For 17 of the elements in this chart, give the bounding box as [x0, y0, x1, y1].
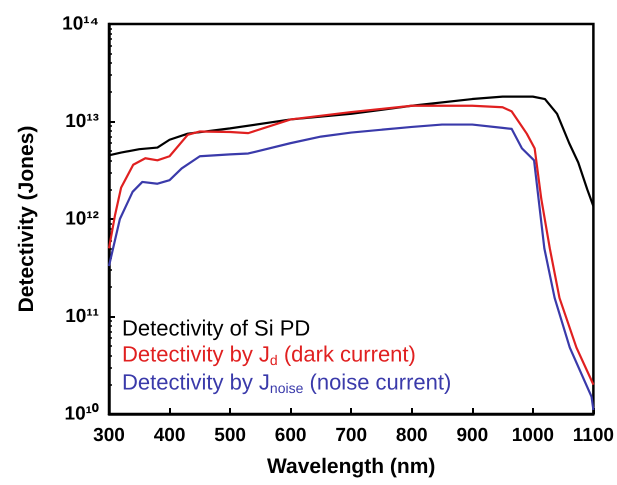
x-tick-label: 600: [274, 425, 306, 446]
x-tick-label: 1000: [512, 425, 554, 446]
y-tick-label: 10¹⁴: [62, 14, 99, 34]
y-tick-label: 10¹³: [65, 111, 99, 132]
y-tick-label: 10¹¹: [65, 306, 99, 327]
x-axis-title: Wavelength (nm): [267, 455, 436, 478]
text: Detectivity of Si PD: [122, 316, 310, 340]
x-tick-label: 1100: [572, 425, 614, 446]
y-axis-title: Detectivity (Jones): [15, 126, 38, 312]
x-tick-label: 900: [456, 425, 488, 446]
x-tick-label: 400: [154, 425, 186, 446]
x-tick-label: 800: [396, 425, 428, 446]
x-tick-label: 500: [214, 425, 246, 446]
y-tick-label: 10¹²: [65, 208, 99, 230]
x-tick-label: 300: [93, 425, 125, 446]
x-tick-label: 700: [335, 425, 368, 446]
y-tick-label: 10¹⁰: [64, 402, 99, 424]
